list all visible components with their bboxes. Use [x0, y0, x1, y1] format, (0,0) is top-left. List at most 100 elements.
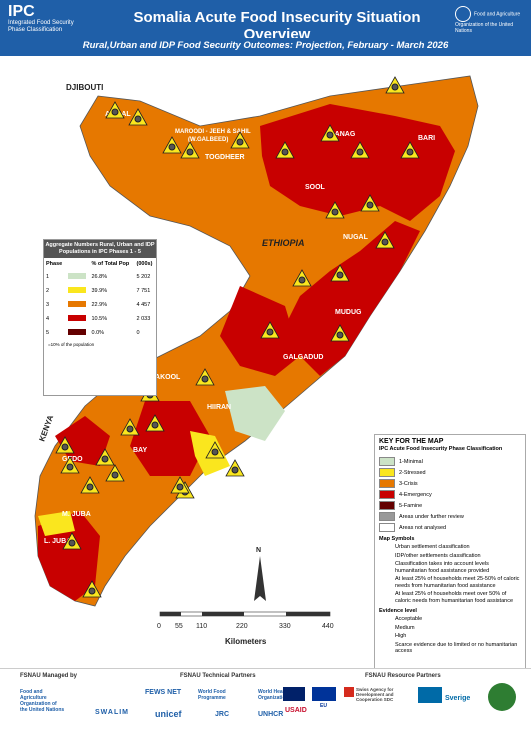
- settlement-marker-icon: [60, 456, 80, 474]
- key-phase-label: Areas not analysed: [399, 524, 447, 531]
- aggregate-num: 7 751: [136, 288, 151, 294]
- emergency-gedo: [55, 416, 110, 466]
- key-phase-item: 2-Stressed: [375, 467, 525, 478]
- key-ev1: Acceptable: [395, 616, 423, 622]
- au-emblem-icon: [488, 683, 516, 711]
- settlement-marker-icon: [325, 201, 345, 219]
- emergency-central: [285, 221, 420, 376]
- settlement-marker-icon: [82, 580, 102, 598]
- aggregate-pct: 10.5%: [91, 316, 108, 322]
- key-evidence-title: Evidence level: [379, 608, 417, 614]
- unicef-logo: unicef: [155, 709, 182, 719]
- map-area: DJIBOUTI ETHIOPIA KENYA AWDAL MAROODI - …: [0, 56, 531, 714]
- aggregate-num: 0: [136, 330, 140, 336]
- aggregate-people-icon: [66, 298, 90, 312]
- settlement-marker-icon: [145, 414, 165, 432]
- aggregate-pct: 26.8%: [91, 274, 108, 280]
- stressed-lower-juba: [38, 511, 75, 536]
- aggregate-pct: 0.0%: [91, 330, 105, 336]
- key-sym2: IDP/other settlements classification: [395, 552, 481, 559]
- label-nugal: NUGAL: [343, 234, 369, 241]
- ipc-logo: IPC Integrated Food Security Phase Class…: [8, 4, 88, 34]
- aggregate-row: 1 26.8% 5 202: [44, 270, 156, 284]
- key-phase-swatch: [379, 512, 395, 521]
- label-gedo: GEDO: [62, 456, 83, 463]
- col-num: (000s): [136, 261, 153, 267]
- eu-logo: EU: [320, 703, 327, 709]
- settlement-marker-icon: [330, 264, 350, 282]
- aggregate-grid: Phase % of Total Pop (000s) 1 26.8% 5 202 2…: [44, 258, 156, 340]
- aggregate-title: Aggregate Numbers Rural, Urban and IDP P…: [44, 240, 156, 258]
- key-phase-label: 2-Stressed: [399, 469, 426, 476]
- label-juba-dhexe: M. JUBA: [62, 511, 91, 518]
- key-phase-label: 5-Famine: [399, 502, 423, 509]
- emergency-northeast: [260, 104, 455, 221]
- key-phase-swatch: [379, 479, 395, 488]
- fao-partner-logo: Food and Agriculture Organization of the…: [20, 689, 65, 713]
- settlement-marker-icon: [230, 131, 250, 149]
- wfp-logo: World Food Programme: [198, 689, 226, 701]
- aggregate-num: 2 033: [136, 316, 151, 322]
- aggregate-people-icon: [66, 284, 90, 298]
- aggregate-people-icon: [66, 312, 90, 326]
- label-bay: BAY: [133, 447, 147, 454]
- fao-logo: Food and Agriculture Organization of the…: [455, 6, 525, 34]
- label-sool: SOOL: [305, 184, 326, 191]
- key-phase-label: 1-Minimal: [399, 458, 423, 465]
- settlement-marker-icon: [275, 141, 295, 159]
- label-hiiraan: HIIRAN: [207, 404, 231, 411]
- settlement-marker-icon: [120, 418, 140, 436]
- eu-flag-icon: [312, 687, 336, 701]
- settlement-marker-icon: [205, 441, 225, 459]
- key-phase-item: 5-Famine: [375, 500, 525, 511]
- col-pct: % of Total Pop: [91, 261, 130, 267]
- aggregate-people-icon: [66, 326, 90, 340]
- aggregate-phase: 1: [46, 274, 50, 280]
- aggregate-pct: 22.9%: [91, 302, 108, 308]
- settlement-marker-icon: [320, 124, 340, 142]
- key-phase-swatch: [379, 468, 395, 477]
- key-sym5: At least 25% of households meet over 50%…: [395, 591, 514, 604]
- settlement-marker-icon: [80, 476, 100, 494]
- key-ev2: Medium: [395, 624, 415, 631]
- map-key: KEY FOR THE MAP IPC Acute Food Insecurit…: [374, 434, 526, 714]
- jrc-logo: JRC: [215, 711, 230, 718]
- uk-flag-icon: [283, 687, 305, 701]
- label-shabelle-dhexe: M. SHABELLE: [238, 448, 279, 454]
- unhcr-logo: UNHCR: [258, 711, 284, 718]
- key-sym4: At least 25% of households meet 25-50% o…: [395, 576, 520, 589]
- label-djibouti: DJIBOUTI: [66, 83, 103, 92]
- settlement-marker-icon: [330, 324, 350, 342]
- settlement-marker-icon: [105, 101, 125, 119]
- settlement-marker-icon: [95, 448, 115, 466]
- aggregate-note: =10% of the population: [48, 342, 95, 347]
- settlement-marker-icon: [360, 194, 380, 212]
- key-phase-item: 1-Minimal: [375, 456, 525, 467]
- label-banadir: BANADIR: [250, 458, 278, 464]
- aggregate-phase: 4: [46, 316, 50, 322]
- swalim-logo: SWALIM: [95, 709, 129, 716]
- key-phase-item: Areas under further review: [375, 511, 525, 522]
- label-togdheer: TOGDHEER: [205, 154, 245, 161]
- aggregate-row: 5 0.0% 0: [44, 326, 156, 340]
- key-title: KEY FOR THE MAP: [379, 438, 444, 445]
- key-phase-label: 3-Crisis: [399, 480, 418, 487]
- label-galbeed: (W.GALBEED): [188, 137, 228, 143]
- key-phase-label: 4-Emergency: [399, 491, 432, 498]
- key-phase-item: 3-Crisis: [375, 478, 525, 489]
- swiss-flag-icon: [344, 687, 354, 697]
- aggregate-row: 4 10.5% 2 033: [44, 312, 156, 326]
- label-maroodi: MAROODI - JEEH & SAHIL: [175, 129, 251, 135]
- label-bari: BARI: [418, 135, 435, 142]
- footer-managed-by: FSNAU Managed by: [20, 673, 78, 679]
- key-ev3: High: [395, 633, 407, 639]
- aggregate-phase: 2: [46, 288, 50, 294]
- emergency-bay: [130, 401, 210, 476]
- aggregate-num: 5 202: [136, 274, 151, 280]
- aggregate-row: 3 22.9% 4 457: [44, 298, 156, 312]
- fao-emblem-icon: [455, 6, 471, 22]
- settlement-marker-icon: [292, 269, 312, 287]
- footer: FSNAU Managed by FSNAU Technical Partner…: [0, 668, 531, 749]
- ipc-logo-subtext: Integrated Food Security Phase Classific…: [8, 20, 74, 33]
- footer-resource-partners: FSNAU Resource Partners: [365, 673, 441, 679]
